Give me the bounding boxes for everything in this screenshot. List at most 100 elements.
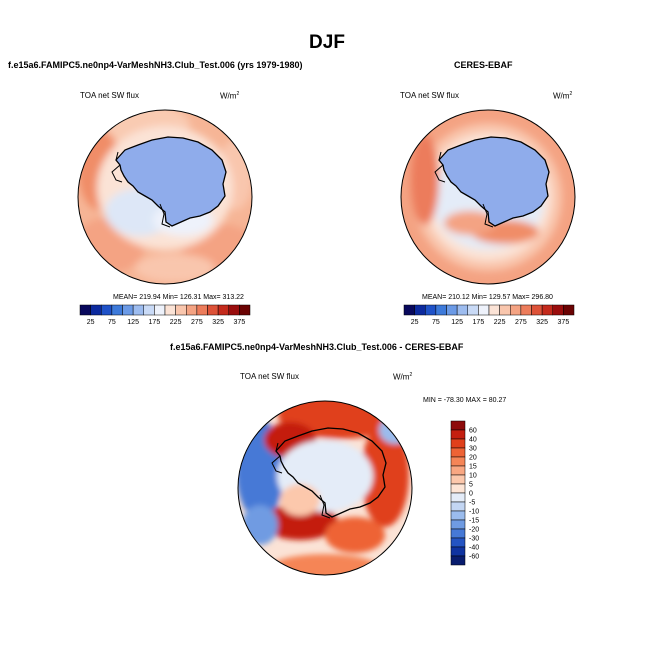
model-stats: MEAN= 219.94 Min= 126.31 Max= 313.22 [113, 294, 244, 301]
diff-panel-title: f.e15a6.FAMIPC5.ne0np4-VarMeshNH3.Club_T… [170, 342, 464, 352]
model-colorbar-swatch [164, 304, 176, 316]
obs-colorbar: 25 75 125 175 225 275 325 375 [403, 304, 575, 326]
model-colorbar-swatch [175, 304, 187, 316]
model-colorbar-tick-label: 275 [191, 319, 203, 326]
model-colorbar-tick-label: 225 [170, 319, 182, 326]
model-colorbar: 25 75 125 175 225 275 325 375 [79, 304, 251, 326]
model-colorbar-tick-label: 75 [108, 319, 116, 326]
diff-colorbar-swatch [450, 546, 466, 557]
diff-units: W/m2 [393, 372, 413, 382]
obs-colorbar-swatch [425, 304, 437, 316]
diff-colorbar-swatch [450, 447, 466, 458]
obs-units: W/m2 [553, 91, 573, 101]
obs-map [400, 109, 576, 285]
model-colorbar-swatch [228, 304, 240, 316]
model-panel-title: f.e15a6.FAMIPC5.ne0np4-VarMeshNH3.Club_T… [8, 60, 303, 70]
diff-colorbar-swatch [450, 465, 466, 476]
diff-variable-label: TOA net SW flux [240, 372, 299, 381]
diff-colorbar-tick-label: -40 [469, 545, 479, 552]
diff-colorbar-swatch [450, 438, 466, 449]
obs-colorbar-swatch [467, 304, 479, 316]
model-colorbar-swatch [154, 304, 166, 316]
model-colorbar-tick-label: 375 [234, 319, 246, 326]
diff-colorbar-swatch [450, 456, 466, 467]
model-antarctica [115, 136, 227, 227]
obs-colorbar-tick-label: 275 [515, 319, 527, 326]
obs-colorbar-swatch [488, 304, 500, 316]
model-colorbar-swatch [132, 304, 144, 316]
diff-colorbar-tick-label: 5 [469, 482, 473, 489]
obs-variable-label: TOA net SW flux [400, 91, 459, 100]
model-map [77, 109, 253, 285]
obs-colorbar-swatch [414, 304, 426, 316]
obs-colorbar-tick-label: 325 [536, 319, 548, 326]
model-variable-label: TOA net SW flux [80, 91, 139, 100]
diff-colorbar-swatch [450, 492, 466, 503]
obs-colorbar-tick-label: 125 [451, 319, 463, 326]
obs-colorbar-tick-label: 25 [411, 319, 419, 326]
diff-colorbar-tick-label: -10 [469, 509, 479, 516]
obs-colorbar-swatch [446, 304, 458, 316]
diff-map [237, 400, 413, 576]
diff-colorbar-swatch [450, 429, 466, 440]
obs-colorbar-swatch [541, 304, 553, 316]
model-units: W/m2 [220, 91, 240, 101]
obs-colorbar-swatch [520, 304, 532, 316]
obs-colorbar-swatch [499, 304, 511, 316]
main-title: DJF [309, 32, 345, 53]
model-colorbar-tick-label: 125 [127, 319, 139, 326]
diff-colorbar-swatch [450, 483, 466, 494]
diff-colorbar-tick-label: -5 [469, 500, 475, 507]
diff-colorbar-swatch [450, 420, 466, 431]
diff-colorbar-swatch [450, 501, 466, 512]
obs-colorbar-swatch [456, 304, 468, 316]
diff-colorbar-tick-label: -20 [469, 527, 479, 534]
model-colorbar-swatch [90, 304, 102, 316]
model-colorbar-swatch [217, 304, 229, 316]
model-colorbar-swatch [122, 304, 134, 316]
diff-colorbar-tick-label: 10 [469, 473, 477, 480]
model-colorbar-swatch [79, 304, 91, 316]
diff-colorbar-swatch [450, 510, 466, 521]
obs-colorbar-tick-label: 375 [558, 319, 570, 326]
diff-colorbar-tick-label: 60 [469, 428, 477, 435]
obs-panel-title: CERES-EBAF [454, 60, 513, 70]
model-colorbar-swatch [111, 304, 123, 316]
model-colorbar-tick-label: 25 [87, 319, 95, 326]
diff-colorbar-swatch [450, 528, 466, 539]
diff-colorbar-tick-label: 20 [469, 455, 477, 462]
model-colorbar-swatch [239, 304, 251, 316]
diff-colorbar-tick-label: 30 [469, 446, 477, 453]
model-colorbar-swatch [143, 304, 155, 316]
diff-colorbar-tick-label: -60 [469, 554, 479, 561]
diff-colorbar-swatch [450, 555, 466, 566]
obs-colorbar-tick-label: 175 [473, 319, 485, 326]
diff-colorbar-tick-label: -30 [469, 536, 479, 543]
diff-colorbar: 60 40 30 20 15 10 5 0 -5 -10 -15 -20 -30 -40 -60 [450, 420, 479, 566]
diff-antarctica [275, 427, 387, 518]
obs-colorbar-swatch [552, 304, 564, 316]
diff-colorbar-swatch [450, 537, 466, 548]
obs-stats: MEAN= 210.12 Min= 129.57 Max= 296.80 [422, 294, 553, 301]
model-colorbar-tick-label: 175 [149, 319, 161, 326]
diff-colorbar-tick-label: 40 [469, 437, 477, 444]
obs-antarctica [438, 136, 550, 227]
obs-colorbar-swatch [478, 304, 490, 316]
diff-colorbar-tick-label: 15 [469, 464, 477, 471]
obs-colorbar-tick-label: 225 [494, 319, 506, 326]
obs-colorbar-swatch [403, 304, 415, 316]
diff-minmax: MIN = -78.30 MAX = 80.27 [423, 397, 507, 404]
obs-colorbar-swatch [435, 304, 447, 316]
diff-colorbar-swatch [450, 519, 466, 530]
model-colorbar-swatch [196, 304, 208, 316]
model-colorbar-swatch [207, 304, 219, 316]
diff-colorbar-tick-label: 0 [469, 491, 473, 498]
obs-colorbar-swatch [510, 304, 522, 316]
diff-colorbar-swatch [450, 474, 466, 485]
diff-colorbar-tick-label: -15 [469, 518, 479, 525]
obs-colorbar-swatch [531, 304, 543, 316]
model-colorbar-swatch [186, 304, 198, 316]
model-colorbar-swatch [101, 304, 113, 316]
obs-colorbar-tick-label: 75 [432, 319, 440, 326]
